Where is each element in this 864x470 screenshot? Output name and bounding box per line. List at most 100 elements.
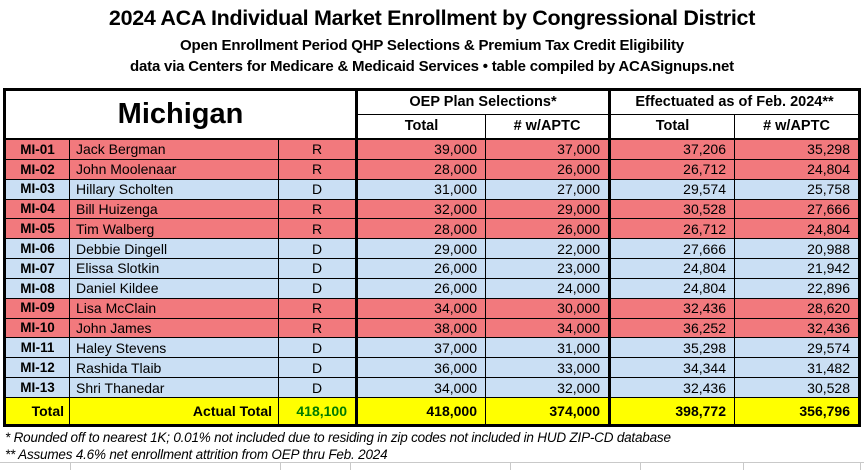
representative-cell: Jack Bergman bbox=[70, 140, 279, 160]
eff-total-cell: 24,804 bbox=[611, 259, 735, 279]
representative-cell: Debbie Dingell bbox=[70, 239, 279, 260]
party-cell: R bbox=[279, 318, 358, 339]
eff-total-cell: 27,666 bbox=[611, 239, 735, 260]
oep-total-cell: 38,000 bbox=[358, 318, 486, 339]
total-oep-aptc-cell: 374,000 bbox=[486, 397, 611, 424]
eff-total-cell: 37,206 bbox=[611, 140, 735, 160]
representative-cell: John James bbox=[70, 318, 279, 339]
eff-total-cell: 36,252 bbox=[611, 318, 735, 339]
spreadsheet-gridline bbox=[280, 462, 281, 470]
footnote-rounding: * Rounded off to nearest 1K; 0.01% not i… bbox=[5, 430, 671, 445]
eff-aptc-cell: 32,436 bbox=[735, 318, 858, 339]
eff-total-cell: 32,436 bbox=[611, 378, 735, 398]
party-cell: D bbox=[279, 378, 358, 398]
oep-aptc-cell: 37,000 bbox=[486, 140, 611, 160]
spreadsheet-gridline bbox=[70, 462, 71, 470]
party-cell: D bbox=[279, 278, 358, 299]
oep-aptc-cell: 27,000 bbox=[486, 179, 611, 200]
eff-aptc-cell: 22,896 bbox=[735, 278, 858, 299]
eff-total-cell: 29,574 bbox=[611, 179, 735, 200]
oep-aptc-header: # w/APTC bbox=[486, 115, 611, 140]
district-cell: MI-07 bbox=[6, 259, 70, 279]
spreadsheet-gridline bbox=[640, 462, 641, 470]
oep-total-cell: 34,000 bbox=[358, 378, 486, 398]
district-cell: MI-06 bbox=[6, 239, 70, 260]
spreadsheet-gridline bbox=[743, 462, 744, 470]
party-cell: R bbox=[279, 159, 358, 180]
oep-aptc-cell: 33,000 bbox=[486, 358, 611, 379]
eff-aptc-cell: 30,528 bbox=[735, 378, 858, 398]
eff-aptc-cell: 29,574 bbox=[735, 338, 858, 359]
eff-aptc-cell: 25,758 bbox=[735, 179, 858, 200]
oep-aptc-cell: 30,000 bbox=[486, 298, 611, 319]
oep-aptc-cell: 31,000 bbox=[486, 338, 611, 359]
oep-total-cell: 28,000 bbox=[358, 219, 486, 240]
spreadsheet-gridline bbox=[350, 462, 351, 470]
eff-total-cell: 26,712 bbox=[611, 159, 735, 180]
total-label-cell: Total bbox=[6, 397, 70, 424]
spreadsheet-gridline-horizontal bbox=[0, 462, 864, 463]
oep-total-cell: 34,000 bbox=[358, 298, 486, 319]
spreadsheet-gridline bbox=[860, 462, 861, 470]
oep-aptc-cell: 26,000 bbox=[486, 159, 611, 180]
effectuated-group-header: Effectuated as of Feb. 2024** bbox=[611, 91, 858, 115]
representative-cell: Haley Stevens bbox=[70, 338, 279, 359]
eff-total-cell: 30,528 bbox=[611, 199, 735, 220]
oep-total-cell: 39,000 bbox=[358, 140, 486, 160]
representative-cell: Daniel Kildee bbox=[70, 278, 279, 299]
district-cell: MI-08 bbox=[6, 278, 70, 299]
representative-cell: Elissa Slotkin bbox=[70, 259, 279, 279]
oep-group-header: OEP Plan Selections* bbox=[358, 91, 611, 115]
district-cell: MI-04 bbox=[6, 199, 70, 220]
oep-total-cell: 37,000 bbox=[358, 338, 486, 359]
district-cell: MI-01 bbox=[6, 140, 70, 160]
oep-total-cell: 29,000 bbox=[358, 239, 486, 260]
eff-total-cell: 35,298 bbox=[611, 338, 735, 359]
footnote-attrition: ** Assumes 4.6% net enrollment attrition… bbox=[5, 447, 388, 462]
district-cell: MI-05 bbox=[6, 219, 70, 240]
oep-total-cell: 31,000 bbox=[358, 179, 486, 200]
total-eff-total-cell: 398,772 bbox=[611, 397, 735, 424]
oep-aptc-cell: 23,000 bbox=[486, 259, 611, 279]
party-cell: D bbox=[279, 338, 358, 359]
eff-aptc-cell: 35,298 bbox=[735, 140, 858, 160]
oep-aptc-cell: 24,000 bbox=[486, 278, 611, 299]
total-eff-aptc-cell: 356,796 bbox=[735, 397, 858, 424]
party-cell: D bbox=[279, 358, 358, 379]
eff-aptc-cell: 24,804 bbox=[735, 159, 858, 180]
eff-total-cell: 24,804 bbox=[611, 278, 735, 299]
representative-cell: John Moolenaar bbox=[70, 159, 279, 180]
party-cell: D bbox=[279, 239, 358, 260]
oep-total-cell: 28,000 bbox=[358, 159, 486, 180]
representative-cell: Bill Huizenga bbox=[70, 199, 279, 220]
oep-total-header: Total bbox=[358, 115, 486, 140]
eff-total-cell: 34,344 bbox=[611, 358, 735, 379]
oep-total-cell: 26,000 bbox=[358, 278, 486, 299]
eff-aptc-cell: 28,620 bbox=[735, 298, 858, 319]
district-cell: MI-12 bbox=[6, 358, 70, 379]
representative-cell: Rashida Tlaib bbox=[70, 358, 279, 379]
oep-aptc-cell: 34,000 bbox=[486, 318, 611, 339]
oep-aptc-cell: 22,000 bbox=[486, 239, 611, 260]
eff-total-cell: 32,436 bbox=[611, 298, 735, 319]
eff-aptc-header: # w/APTC bbox=[735, 115, 858, 140]
eff-aptc-cell: 31,482 bbox=[735, 358, 858, 379]
page-subtitle: Open Enrollment Period QHP Selections & … bbox=[180, 37, 684, 54]
spreadsheet-gridline bbox=[510, 462, 511, 470]
oep-total-cell: 36,000 bbox=[358, 358, 486, 379]
eff-total-header: Total bbox=[611, 115, 735, 140]
district-cell: MI-13 bbox=[6, 378, 70, 398]
actual-total-label-cell: Actual Total bbox=[70, 397, 279, 424]
district-cell: MI-10 bbox=[6, 318, 70, 339]
oep-aptc-cell: 26,000 bbox=[486, 219, 611, 240]
party-cell: D bbox=[279, 259, 358, 279]
district-cell: MI-03 bbox=[6, 179, 70, 200]
party-cell: R bbox=[279, 140, 358, 160]
district-cell: MI-02 bbox=[6, 159, 70, 180]
eff-aptc-cell: 27,666 bbox=[735, 199, 858, 220]
enrollment-table: Michigan OEP Plan Selections* Effectuate… bbox=[3, 88, 861, 427]
representative-cell: Shri Thanedar bbox=[70, 378, 279, 398]
state-name-cell: Michigan bbox=[6, 91, 358, 140]
eff-aptc-cell: 20,988 bbox=[735, 239, 858, 260]
oep-aptc-cell: 32,000 bbox=[486, 378, 611, 398]
